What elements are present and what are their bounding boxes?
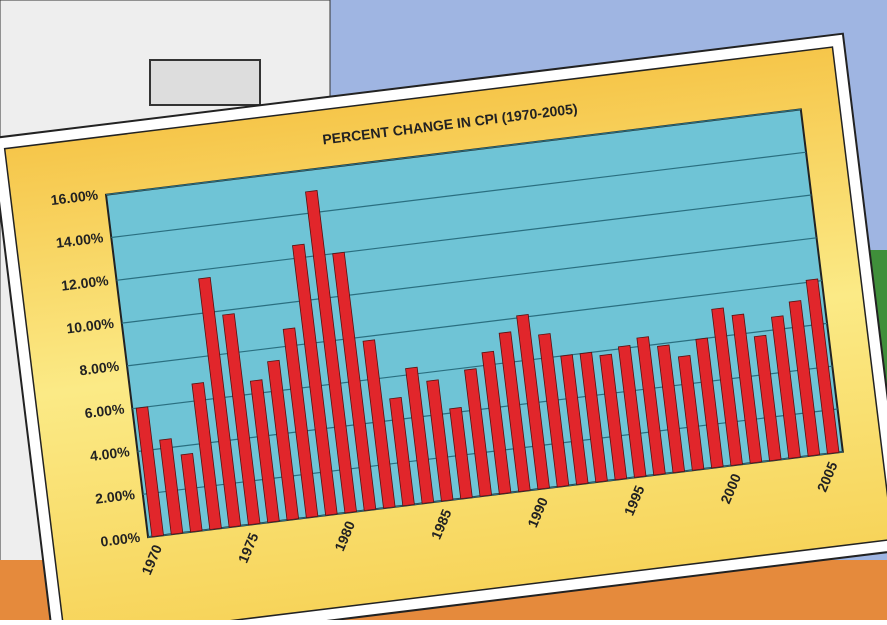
chimney (150, 60, 260, 105)
scene: PERCENT CHANGE IN CPI (1970-2005) 0.00%2… (0, 0, 887, 620)
page: PERCENT CHANGE IN CPI (1970-2005) 0.00%2… (0, 0, 887, 620)
chart: PERCENT CHANGE IN CPI (1970-2005) 0.00%2… (0, 34, 887, 620)
